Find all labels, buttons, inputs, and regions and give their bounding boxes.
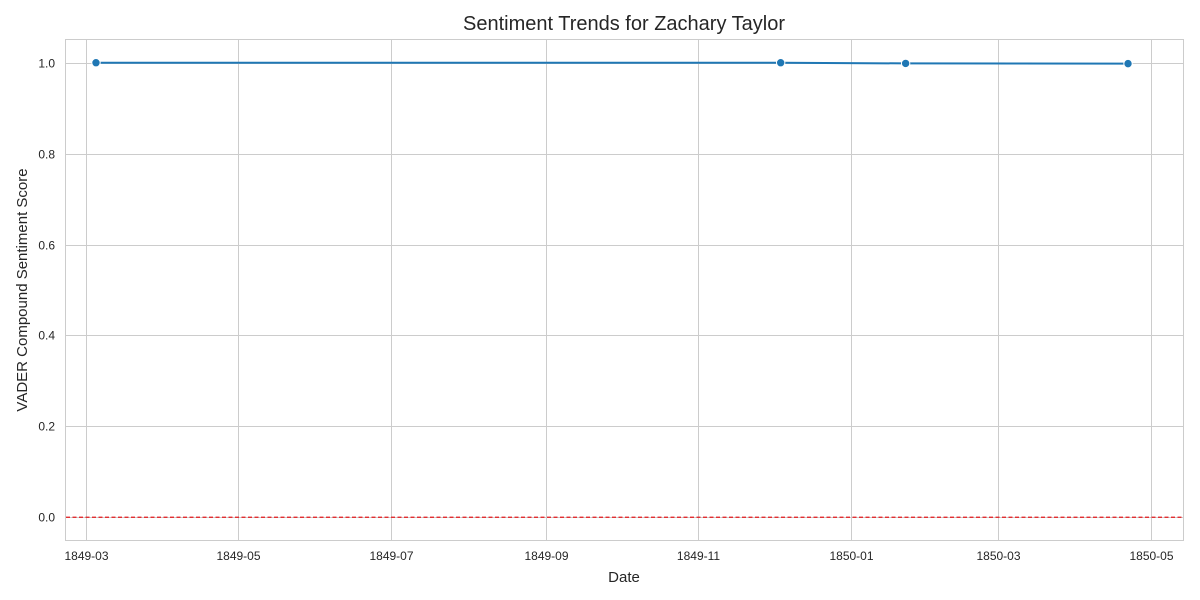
x-axis: 1849-03 1849-05 1849-07 1849-09 1849-11 1850-… [64,549,1173,563]
x-tick-label: 1850-03 [976,549,1020,563]
chart-title: Sentiment Trends for Zachary Taylor [463,13,785,35]
series-line [96,61,1129,65]
x-tick-label: 1849-05 [216,549,260,563]
x-tick-label: 1850-05 [1129,549,1173,563]
y-axis: 0.0 0.2 0.4 0.6 0.8 1.0 [38,57,55,525]
y-axis-label: VADER Compound Sentiment Score [14,168,31,411]
plot-area [65,39,1184,541]
y-tick-label: 0.8 [38,148,55,162]
x-tick-label: 1849-03 [64,549,108,563]
y-tick-label: 0.2 [38,420,55,434]
x-tick-label: 1849-07 [369,549,413,563]
x-tick-label: 1849-11 [677,549,720,563]
data-point [1123,58,1133,69]
data-point [775,58,786,68]
x-axis-label: Date [608,569,640,586]
y-tick-label: 1.0 [38,57,55,71]
data-point [900,58,911,69]
y-tick-label: 0.6 [38,239,55,253]
grid [66,40,1183,540]
x-tick-label: 1850-01 [829,549,873,563]
x-tick-label: 1849-09 [524,549,568,563]
y-tick-label: 0.0 [38,511,55,525]
series-group [91,58,1133,69]
data-point [91,58,101,68]
y-tick-label: 0.4 [38,329,55,343]
